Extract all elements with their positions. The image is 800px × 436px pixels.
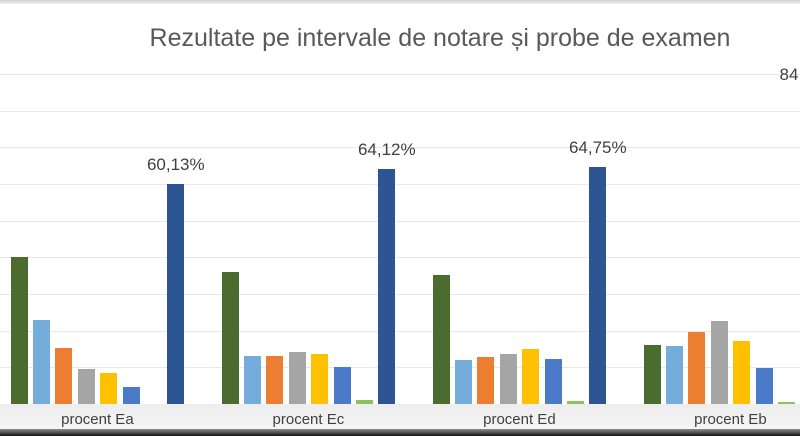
gridline xyxy=(0,183,800,185)
bar-gray xyxy=(77,369,95,404)
x-axis-strip: procent Ea procent Ec procent Ed procent Eb xyxy=(0,404,800,430)
gridline xyxy=(0,147,800,149)
gridline xyxy=(0,367,800,369)
bar-orange xyxy=(55,347,73,404)
bar-gray xyxy=(710,321,728,404)
bar-orange xyxy=(266,355,284,404)
x-axis-label: procent Ed xyxy=(483,411,556,428)
bar-medium-blue xyxy=(755,367,773,404)
bar-yellow xyxy=(522,349,540,404)
x-axis-label: procent Ec xyxy=(272,411,345,428)
bar-dark-green xyxy=(432,274,450,404)
bar-light-green xyxy=(355,400,373,404)
bar-light-blue xyxy=(243,355,261,404)
gridline xyxy=(0,73,800,75)
bar-light-green xyxy=(566,401,584,404)
gridline xyxy=(0,220,800,222)
bar-medium-blue xyxy=(333,367,351,404)
bar-orange xyxy=(688,332,706,404)
data-label: 60,13% xyxy=(146,154,205,174)
x-axis-label: procent Ea xyxy=(61,411,134,428)
bar-light-green xyxy=(777,402,795,404)
gridline xyxy=(0,110,800,112)
bar-light-blue xyxy=(665,346,683,404)
gridline xyxy=(0,330,800,332)
bar-gray xyxy=(288,351,306,404)
bar-medium-blue xyxy=(122,387,140,404)
window-top-border xyxy=(0,0,800,4)
bar-medium-blue xyxy=(544,359,562,404)
bar-navy xyxy=(378,168,396,404)
chart-title: Rezultate pe intervale de notare și prob… xyxy=(149,24,731,52)
data-label: 64,75% xyxy=(568,137,627,157)
gridline xyxy=(0,257,800,259)
bar-yellow xyxy=(100,372,118,404)
data-label: 64,12% xyxy=(357,139,416,159)
player-bottom-bar xyxy=(0,429,800,436)
bar-light-blue xyxy=(454,360,472,404)
x-axis-label: procent Eb xyxy=(694,411,767,428)
bar-dark-green xyxy=(10,257,28,404)
data-label: 84 xyxy=(779,65,799,85)
bar-navy xyxy=(167,183,185,404)
bar-yellow xyxy=(311,354,329,404)
bar-dark-green xyxy=(221,272,239,404)
bar-gray xyxy=(499,354,517,404)
bar-navy xyxy=(589,166,607,404)
bar-light-blue xyxy=(32,319,50,404)
bar-dark-green xyxy=(643,345,661,404)
bar-orange xyxy=(477,357,495,404)
gridline xyxy=(0,293,800,295)
bar-yellow xyxy=(733,340,751,404)
